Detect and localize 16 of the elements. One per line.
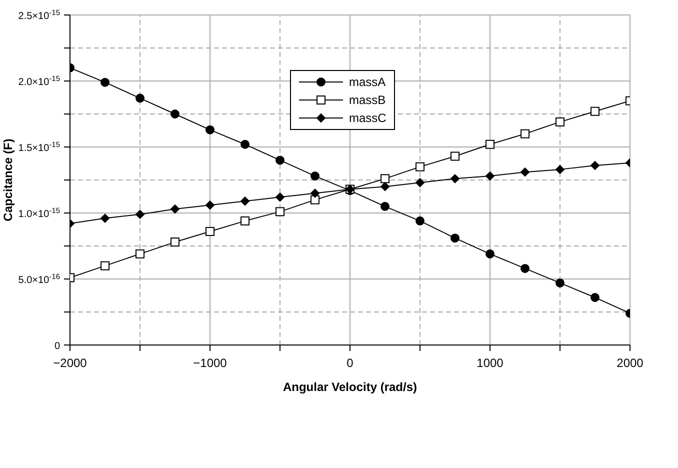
- legend-label: massC: [349, 111, 386, 125]
- y-tick-label: 0: [54, 341, 60, 352]
- y-axis-title: Capcitance (F): [1, 138, 15, 222]
- legend-label: massB: [349, 93, 386, 107]
- x-tick-label: 0: [346, 356, 354, 370]
- y-tick-label: 1.0×10$^{-15}$: [18, 206, 60, 220]
- x-tick-label: −1000: [193, 356, 228, 370]
- y-tick-label: 2.5×10$^{-15}$: [18, 8, 60, 22]
- y-tick-label: 5.0×10$^{-16}$: [18, 272, 60, 286]
- x-axis-title: Angular Velocity (rad/s): [282, 380, 418, 394]
- x-tick-label: 2000: [616, 356, 644, 370]
- y-tick-label: 2.0×10$^{-15}$: [18, 74, 60, 88]
- x-tick-label: −2000: [53, 356, 88, 370]
- x-tick-label: 1000: [476, 356, 504, 370]
- y-tick-label: 1.5×10$^{-15}$: [18, 140, 60, 154]
- legend-label: massA: [349, 75, 386, 89]
